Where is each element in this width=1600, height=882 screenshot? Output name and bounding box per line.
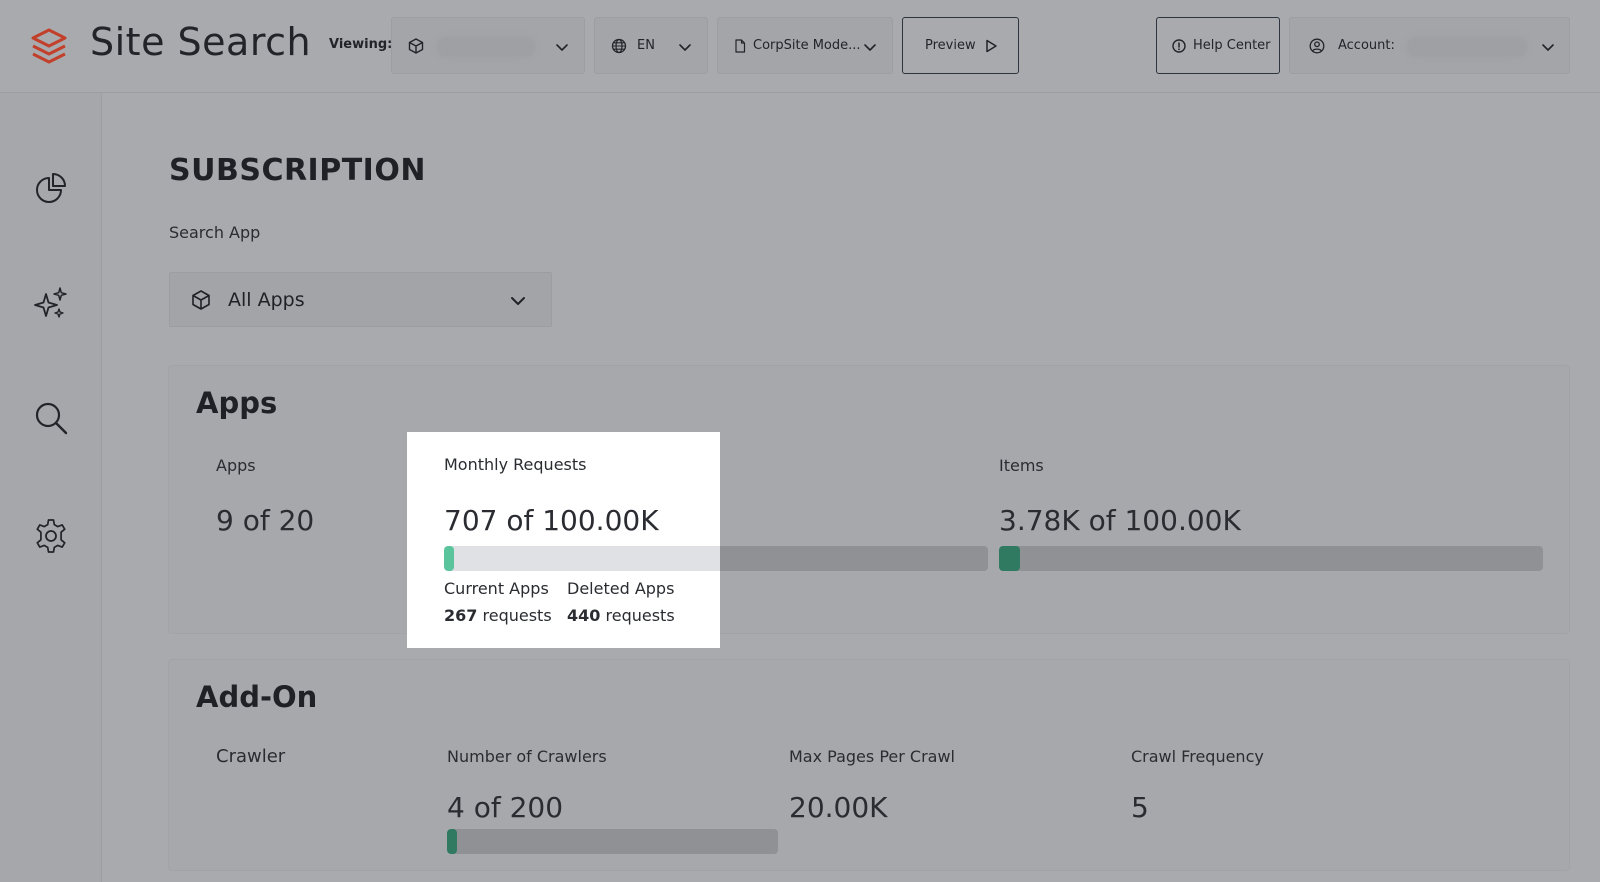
redacted-account-name xyxy=(1408,38,1526,56)
help-center-button[interactable]: Help Center xyxy=(1156,17,1280,74)
help-center-label: Help Center xyxy=(1193,38,1271,53)
preview-label: Preview xyxy=(925,38,976,53)
account-label: Account: xyxy=(1338,38,1395,53)
deleted-apps-requests: 440 requests xyxy=(567,606,675,625)
app-title: Site Search xyxy=(90,20,312,64)
crawler-label: Crawler xyxy=(216,746,286,767)
crawl-frequency-label: Crawl Frequency xyxy=(1131,747,1264,766)
addon-card-title: Add-On xyxy=(196,680,318,714)
search-app-value: All Apps xyxy=(228,289,305,311)
current-apps-label: Current Apps xyxy=(444,579,549,598)
play-icon xyxy=(986,39,997,53)
viewing-label: Viewing: xyxy=(329,37,393,52)
language-value: EN xyxy=(637,38,655,53)
language-select[interactable]: EN xyxy=(594,17,708,74)
items-bar-track xyxy=(999,546,1543,571)
number-of-crawlers-label: Number of Crawlers xyxy=(447,747,607,766)
info-icon xyxy=(1172,39,1186,53)
apps-metric-label: Apps xyxy=(216,456,256,475)
chevron-down-icon xyxy=(1542,44,1554,51)
sparkles-icon[interactable] xyxy=(32,285,70,323)
apps-metric-value: 9 of 20 xyxy=(216,504,315,537)
monthly-requests-highlight: Monthly Requests 707 of 100.00K Current … xyxy=(407,432,720,648)
deleted-apps-label: Deleted Apps xyxy=(567,579,675,598)
page-title: SUBSCRIPTION xyxy=(169,153,426,188)
apps-card: Apps Apps 9 of 20 Items 3.78K of 100.00K xyxy=(169,366,1569,633)
model-value: CorpSite Mode... xyxy=(753,38,861,53)
model-select[interactable]: CorpSite Mode... xyxy=(717,17,893,74)
top-bar: Site Search Viewing: EN CorpSite Mode... xyxy=(0,0,1600,93)
chevron-down-icon xyxy=(679,44,691,51)
crawl-frequency-value: 5 xyxy=(1131,791,1149,824)
chevron-down-icon xyxy=(864,44,876,51)
max-pages-value: 20.00K xyxy=(789,791,888,824)
user-circle-icon xyxy=(1309,38,1325,54)
monthly-requests-bar-track-highlight xyxy=(444,546,720,571)
search-app-select[interactable]: All Apps xyxy=(169,272,552,327)
search-app-label: Search App xyxy=(169,223,261,242)
site-search-logo-icon xyxy=(31,28,67,64)
chevron-down-icon xyxy=(511,297,525,305)
preview-button[interactable]: Preview xyxy=(902,17,1019,74)
monthly-requests-value: 707 of 100.00K xyxy=(444,504,659,537)
globe-icon xyxy=(611,38,627,54)
items-metric-label: Items xyxy=(999,456,1044,475)
redacted-site-name xyxy=(438,38,534,56)
crawlers-bar-track xyxy=(447,829,778,854)
site-select[interactable] xyxy=(391,17,585,74)
current-apps-requests: 267 requests xyxy=(444,606,552,625)
addon-card: Add-On Crawler Number of Crawlers 4 of 2… xyxy=(169,660,1569,870)
items-bar-fill xyxy=(999,546,1020,571)
number-of-crawlers-value: 4 of 200 xyxy=(447,791,564,824)
monthly-requests-label: Monthly Requests xyxy=(444,455,587,474)
account-select[interactable]: Account: xyxy=(1289,17,1570,74)
search-icon[interactable] xyxy=(32,399,70,437)
apps-card-title: Apps xyxy=(196,386,278,420)
sidebar-nav xyxy=(0,93,102,882)
monthly-requests-bar-fill-highlight xyxy=(444,546,454,571)
document-icon xyxy=(735,39,746,53)
gear-icon[interactable] xyxy=(32,517,70,555)
analytics-pie-icon[interactable] xyxy=(32,169,70,207)
chevron-down-icon xyxy=(556,44,568,51)
cube-icon xyxy=(408,38,424,54)
crawlers-bar-fill xyxy=(447,829,457,854)
max-pages-label: Max Pages Per Crawl xyxy=(789,747,955,766)
items-metric-value: 3.78K of 100.00K xyxy=(999,504,1241,537)
cube-icon xyxy=(192,290,210,310)
